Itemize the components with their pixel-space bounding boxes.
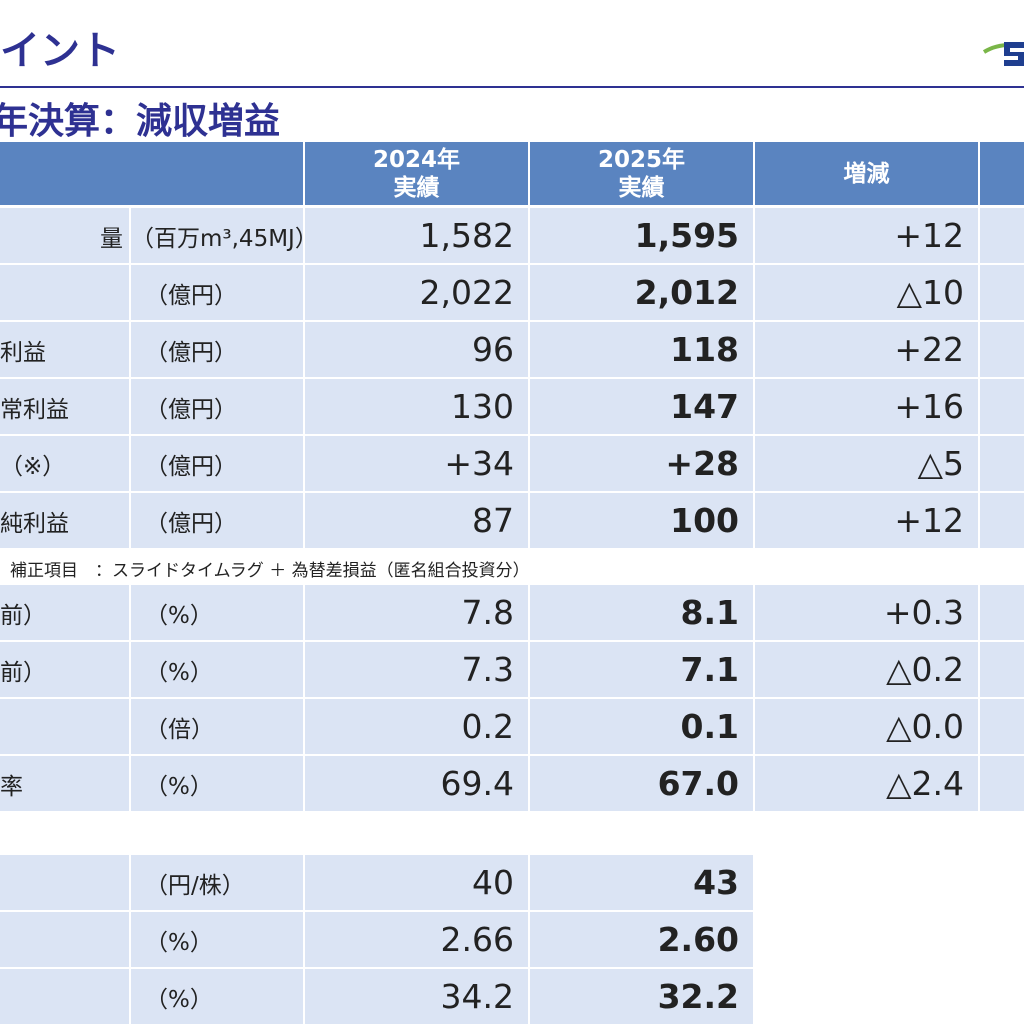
table-cell: 130 bbox=[305, 379, 528, 434]
row-label: 量 bbox=[0, 208, 129, 263]
table-cell: 7.8 bbox=[305, 585, 528, 640]
row-label: 前） bbox=[0, 585, 129, 640]
table-cell: 34.2 bbox=[305, 969, 528, 1024]
column-header: 2025年 実績 bbox=[530, 142, 753, 205]
table-cell: 2,022 bbox=[305, 265, 528, 320]
table-cell bbox=[980, 756, 1024, 811]
row-label: 利益 bbox=[0, 322, 129, 377]
table-cell: 8.1 bbox=[530, 585, 753, 640]
table-cell: △2.4 bbox=[755, 756, 978, 811]
row-unit: （円/株） bbox=[131, 855, 303, 910]
row-unit: （%） bbox=[131, 969, 303, 1024]
table-cell: 147 bbox=[530, 379, 753, 434]
row-label bbox=[0, 912, 129, 967]
row-unit: （倍） bbox=[131, 699, 303, 754]
table-cell bbox=[980, 265, 1024, 320]
title-rule bbox=[0, 86, 1024, 88]
row-unit: （億円） bbox=[131, 265, 303, 320]
row-unit: （百万m³,45MJ） bbox=[131, 208, 318, 263]
header-cell bbox=[0, 142, 303, 205]
title: ポイント bbox=[0, 28, 120, 74]
table-cell: 7.1 bbox=[530, 642, 753, 697]
row-label: （※） bbox=[0, 436, 129, 491]
row-label bbox=[0, 699, 129, 754]
table-cell: 1,595 bbox=[530, 208, 753, 263]
table-cell bbox=[980, 379, 1024, 434]
row-label bbox=[0, 265, 129, 320]
row-unit: （億円） bbox=[131, 379, 303, 434]
row-unit: （%） bbox=[131, 912, 303, 967]
table-cell: △5 bbox=[755, 436, 978, 491]
table-cell: △0.0 bbox=[755, 699, 978, 754]
table-cell bbox=[980, 436, 1024, 491]
table-cell: 87 bbox=[305, 493, 528, 548]
row-label: 率 bbox=[0, 756, 129, 811]
row-unit: （億円） bbox=[131, 436, 303, 491]
table-cell: +0.3 bbox=[755, 585, 978, 640]
row-label: 常利益 bbox=[0, 379, 129, 434]
row-unit: （%） bbox=[131, 756, 303, 811]
table-cell: 69.4 bbox=[305, 756, 528, 811]
table-cell: △10 bbox=[755, 265, 978, 320]
table-cell: +28 bbox=[530, 436, 753, 491]
column-header: 2024年 実績 bbox=[305, 142, 528, 205]
row-label bbox=[0, 855, 129, 910]
row-unit: （%） bbox=[131, 642, 303, 697]
table-cell: 118 bbox=[530, 322, 753, 377]
table-cell: +22 bbox=[755, 322, 978, 377]
table-cell bbox=[980, 208, 1024, 263]
table-cell: +16 bbox=[755, 379, 978, 434]
table-cell: 43 bbox=[530, 855, 753, 910]
table-cell: +12 bbox=[755, 208, 978, 263]
table-cell: 67.0 bbox=[530, 756, 753, 811]
table-cell: +34 bbox=[305, 436, 528, 491]
table-cell bbox=[980, 322, 1024, 377]
table-cell bbox=[980, 699, 1024, 754]
row-label: 純利益 bbox=[0, 493, 129, 548]
logo bbox=[982, 42, 1024, 66]
table-cell: 32.2 bbox=[530, 969, 753, 1024]
table-cell: 40 bbox=[305, 855, 528, 910]
row-unit: （億円） bbox=[131, 493, 303, 548]
table-cell bbox=[980, 642, 1024, 697]
table-cell: 7.3 bbox=[305, 642, 528, 697]
table-cell: 1,582 bbox=[305, 208, 528, 263]
table-cell: 100 bbox=[530, 493, 753, 548]
table-cell: 0.1 bbox=[530, 699, 753, 754]
table-cell: 96 bbox=[305, 322, 528, 377]
table-cell: 2,012 bbox=[530, 265, 753, 320]
row-unit: （億円） bbox=[131, 322, 303, 377]
column-header: 増減 bbox=[755, 142, 978, 205]
table-cell: 0.2 bbox=[305, 699, 528, 754]
table-cell: 2.60 bbox=[530, 912, 753, 967]
row-label bbox=[0, 969, 129, 1024]
row-label: 前） bbox=[0, 642, 129, 697]
table-note: 補正項目 ：スライドタイムラグ ＋ 為替差損益（匿名組合投資分） bbox=[10, 561, 530, 581]
header-cell bbox=[980, 142, 1024, 205]
table-cell: △0.2 bbox=[755, 642, 978, 697]
table-cell bbox=[980, 493, 1024, 548]
subtitle: 年決算：減収増益 bbox=[0, 101, 281, 142]
table-cell bbox=[980, 585, 1024, 640]
table-cell: 2.66 bbox=[305, 912, 528, 967]
row-unit: （%） bbox=[131, 585, 303, 640]
table-cell: +12 bbox=[755, 493, 978, 548]
